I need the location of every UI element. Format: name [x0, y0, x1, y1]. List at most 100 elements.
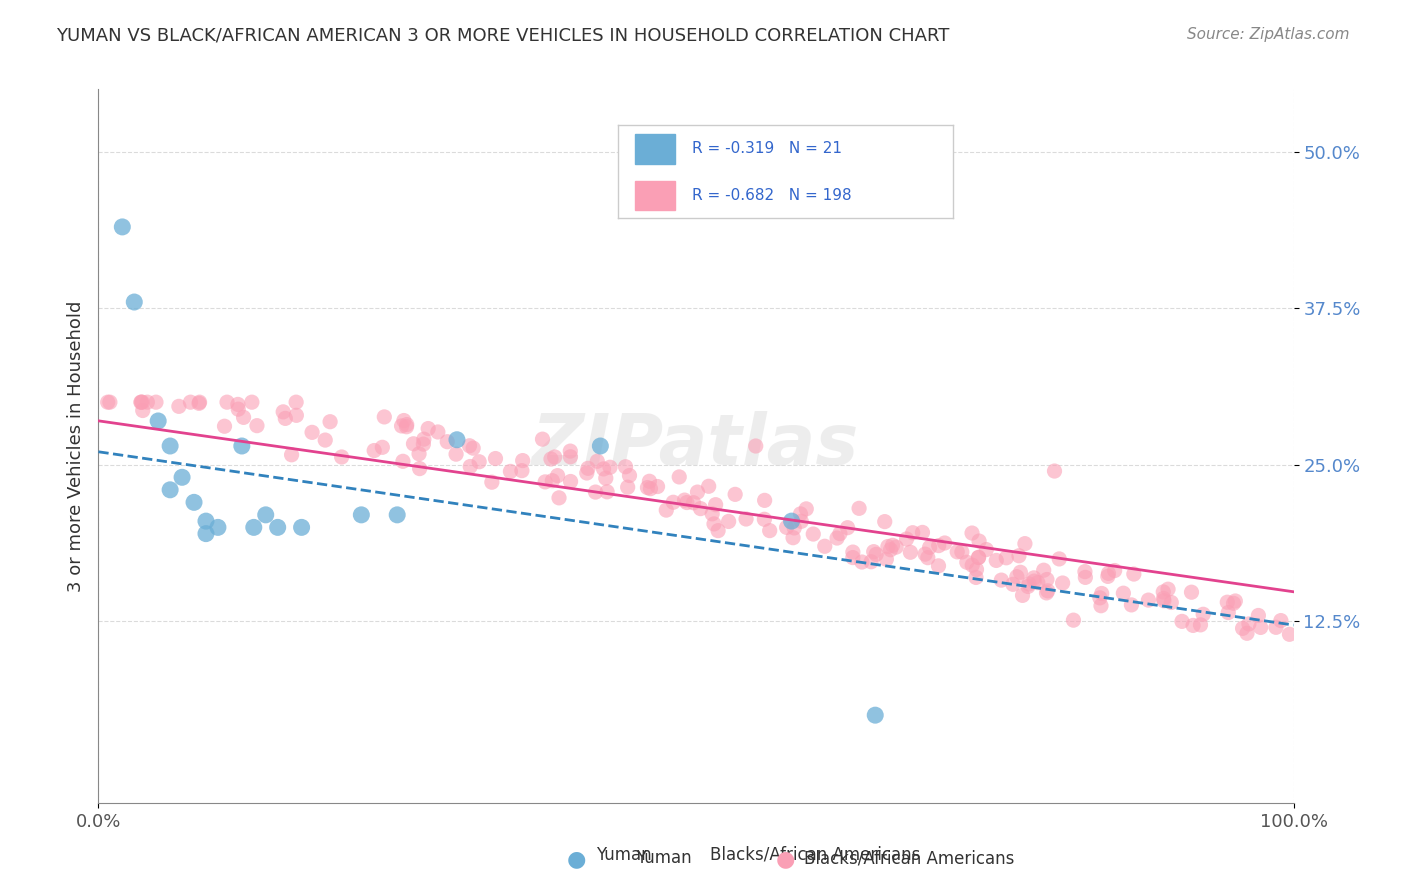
Point: [596, 484, 619, 499]
Point: [395, 419, 418, 434]
Point: [965, 570, 987, 584]
Point: [689, 501, 711, 516]
Point: [1171, 615, 1194, 629]
Point: [882, 538, 904, 552]
Point: [927, 558, 949, 573]
Point: [1265, 620, 1288, 634]
Point: [207, 520, 229, 534]
Point: [136, 395, 159, 409]
Point: [1189, 618, 1212, 632]
Point: [758, 524, 780, 538]
Point: [547, 468, 569, 483]
Point: [1017, 579, 1039, 593]
Point: [575, 466, 598, 480]
Point: [246, 418, 269, 433]
Point: [408, 461, 430, 475]
Point: [1011, 588, 1033, 602]
Point: [780, 514, 803, 528]
Point: [1278, 627, 1301, 641]
Point: [986, 553, 1008, 567]
Point: [285, 395, 308, 409]
Point: [876, 540, 898, 554]
Point: [789, 507, 811, 521]
Text: Source: ZipAtlas.com: Source: ZipAtlas.com: [1187, 27, 1350, 42]
Point: [1216, 595, 1239, 609]
Point: [179, 395, 201, 409]
Point: [946, 545, 969, 559]
Point: [595, 471, 617, 485]
Point: [873, 515, 896, 529]
Point: [1010, 566, 1032, 580]
Point: [159, 439, 181, 453]
Point: [702, 507, 724, 521]
Point: [686, 485, 709, 500]
Point: [195, 526, 218, 541]
Point: [1152, 585, 1174, 599]
Point: [214, 419, 236, 434]
Point: [782, 531, 804, 545]
Point: [676, 495, 699, 509]
Point: [911, 525, 934, 540]
Point: [837, 521, 859, 535]
Point: [188, 395, 211, 409]
Text: Yuman: Yuman: [596, 846, 652, 863]
Point: [828, 526, 851, 541]
Point: [124, 295, 146, 310]
Point: [896, 532, 918, 546]
Point: [167, 400, 190, 414]
Point: [254, 508, 277, 522]
Point: [544, 450, 567, 464]
Point: [1014, 536, 1036, 550]
Point: [754, 493, 776, 508]
Point: [412, 437, 434, 451]
Point: [215, 395, 238, 409]
Point: [131, 395, 153, 409]
Point: [966, 562, 988, 576]
Point: [481, 475, 503, 490]
Point: [1032, 563, 1054, 577]
Point: [159, 483, 181, 497]
Point: [392, 454, 415, 468]
Point: [267, 520, 290, 534]
Point: [1182, 618, 1205, 632]
Point: [183, 495, 205, 509]
Point: [682, 496, 704, 510]
Point: [655, 503, 678, 517]
Point: [956, 555, 979, 569]
Point: [1001, 577, 1024, 591]
Point: [1232, 621, 1254, 635]
Point: [990, 573, 1012, 587]
Point: [1090, 599, 1112, 613]
Point: [1036, 583, 1059, 598]
Point: [638, 475, 661, 489]
Point: [717, 515, 740, 529]
Point: [188, 396, 211, 410]
Point: [724, 487, 747, 501]
Point: [548, 491, 571, 505]
Point: [783, 521, 806, 535]
Point: [274, 411, 297, 425]
Point: [814, 539, 837, 553]
Point: [754, 512, 776, 526]
Point: [995, 550, 1018, 565]
Point: [418, 421, 440, 435]
Point: [391, 419, 413, 434]
Point: [395, 417, 418, 432]
Point: [412, 432, 434, 446]
Point: [934, 536, 956, 550]
Point: [1192, 607, 1215, 622]
Point: [1026, 575, 1049, 590]
Point: [967, 534, 990, 549]
Point: [540, 452, 562, 467]
Point: [97, 395, 120, 409]
Point: [1062, 613, 1084, 627]
Point: [132, 403, 155, 417]
Point: [917, 550, 939, 565]
Point: [314, 433, 336, 447]
Point: [129, 395, 152, 409]
Point: [1157, 582, 1180, 597]
Point: [330, 450, 353, 464]
Point: [408, 447, 430, 461]
Point: [458, 439, 481, 453]
Point: [707, 524, 730, 538]
